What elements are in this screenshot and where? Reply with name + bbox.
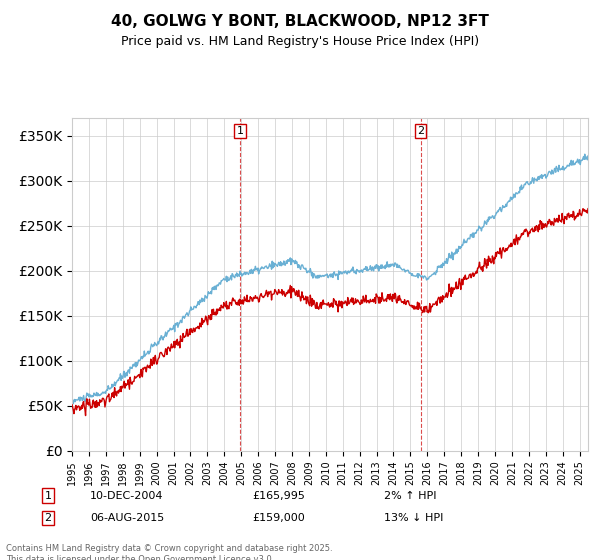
Text: 1: 1: [236, 126, 244, 136]
Text: Price paid vs. HM Land Registry's House Price Index (HPI): Price paid vs. HM Land Registry's House …: [121, 35, 479, 48]
Text: 2% ↑ HPI: 2% ↑ HPI: [384, 491, 437, 501]
Text: £165,995: £165,995: [252, 491, 305, 501]
Text: 1: 1: [44, 491, 52, 501]
Text: 40, GOLWG Y BONT, BLACKWOOD, NP12 3FT: 40, GOLWG Y BONT, BLACKWOOD, NP12 3FT: [111, 14, 489, 29]
Text: 10-DEC-2004: 10-DEC-2004: [90, 491, 163, 501]
Text: £159,000: £159,000: [252, 513, 305, 523]
Text: 2: 2: [417, 126, 424, 136]
Text: 13% ↓ HPI: 13% ↓ HPI: [384, 513, 443, 523]
Text: Contains HM Land Registry data © Crown copyright and database right 2025.
This d: Contains HM Land Registry data © Crown c…: [6, 544, 332, 560]
Text: 2: 2: [44, 513, 52, 523]
Text: 06-AUG-2015: 06-AUG-2015: [90, 513, 164, 523]
